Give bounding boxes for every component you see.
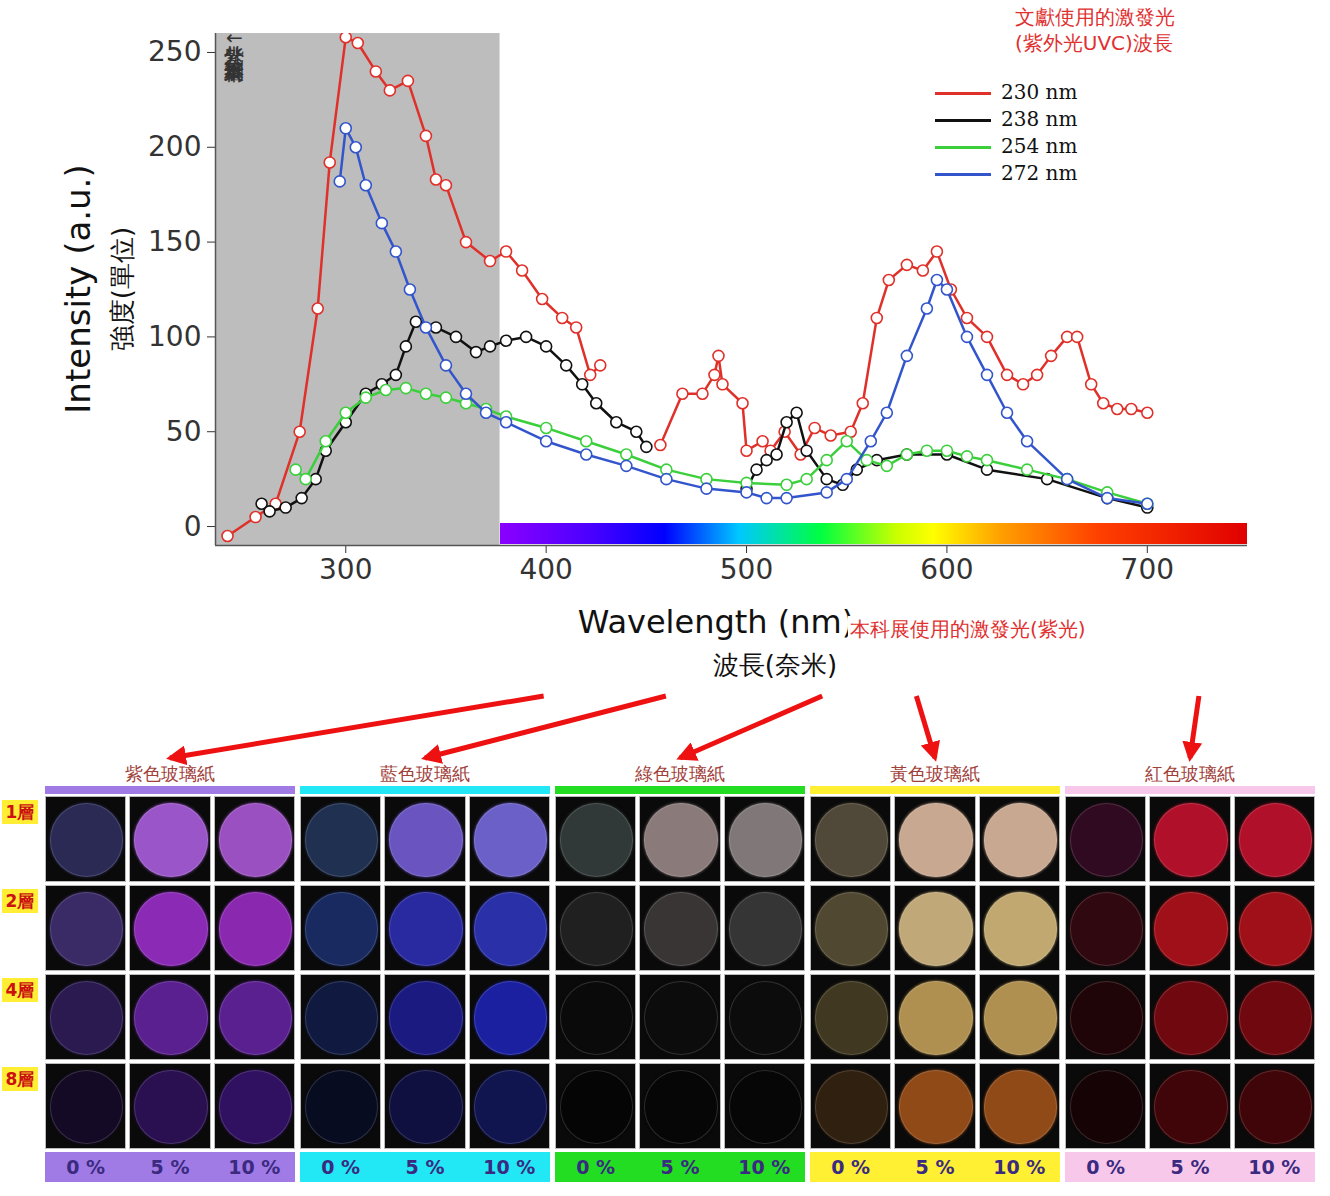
svg-text:150: 150 (148, 225, 201, 258)
html-text:紅色玻璃紙: 紅色玻璃紙 (1145, 763, 1235, 784)
svg-text:50: 50 (166, 415, 202, 448)
svg-text:250: 250 (148, 35, 201, 68)
html-text:8層: 8層 (5, 1069, 35, 1089)
html-text:5 %: 5 % (1170, 1156, 1210, 1178)
svg-text:0: 0 (184, 509, 202, 542)
html-text:5 %: 5 % (150, 1156, 190, 1178)
html-text:綠色玻璃紙: 綠色玻璃紙 (635, 763, 725, 784)
html-text:5 %: 5 % (915, 1156, 955, 1178)
html-text:5 %: 5 % (405, 1156, 445, 1178)
html-text:230 nm: 230 nm (1001, 80, 1078, 104)
html-text:0 %: 0 % (831, 1156, 871, 1178)
html-text:0 %: 0 % (576, 1156, 616, 1178)
html-text:10 %: 10 % (1248, 1156, 1301, 1178)
html-text:5 %: 5 % (660, 1156, 700, 1178)
html-text:2層: 2層 (5, 891, 35, 911)
html-text:0 %: 0 % (1086, 1156, 1126, 1178)
html-text:1層: 1層 (5, 802, 35, 822)
html-text:10 %: 10 % (738, 1156, 791, 1178)
html-text:Intensity (a.u.): Intensity (a.u.) (58, 164, 98, 414)
html-text:10 %: 10 % (228, 1156, 281, 1178)
html-text:黃色玻璃紙: 黃色玻璃紙 (890, 763, 980, 784)
html-text:強度(單位): 強度(單位) (106, 226, 137, 352)
html-text:10 %: 10 % (993, 1156, 1046, 1178)
html-text:紫色玻璃紙: 紫色玻璃紙 (125, 763, 215, 784)
svg-text:300: 300 (319, 553, 372, 586)
html-text:Wavelength (nm): Wavelength (nm) (577, 603, 855, 641)
svg-text:200: 200 (148, 130, 201, 163)
html-text:0 %: 0 % (321, 1156, 361, 1178)
html-text:254 nm: 254 nm (1001, 134, 1078, 158)
svg-text:500: 500 (720, 553, 773, 586)
html-text:文獻使用的激發光: 文獻使用的激發光 (1015, 5, 1175, 29)
html-text:4層: 4層 (5, 980, 35, 1000)
svg-text:700: 700 (1121, 553, 1174, 586)
svg-text:400: 400 (519, 553, 572, 586)
svg-text:100: 100 (148, 320, 201, 353)
html-text:藍色玻璃紙: 藍色玻璃紙 (380, 763, 470, 784)
html-text:本科展使用的激發光(紫光): 本科展使用的激發光(紫光) (850, 617, 1086, 641)
html-text:238 nm: 238 nm (1001, 107, 1078, 131)
html-text:紫外光↓本科展量不到: 紫外光↓本科展量不到 (222, 30, 246, 47)
html-text:波長(奈米): 波長(奈米) (712, 650, 838, 680)
svg-text:600: 600 (920, 553, 973, 586)
html-text:(紫外光UVC)波長: (紫外光UVC)波長 (1015, 31, 1173, 55)
html-text:272 nm: 272 nm (1001, 161, 1078, 185)
html-text:10 %: 10 % (483, 1156, 536, 1178)
html-text:0 %: 0 % (66, 1156, 106, 1178)
